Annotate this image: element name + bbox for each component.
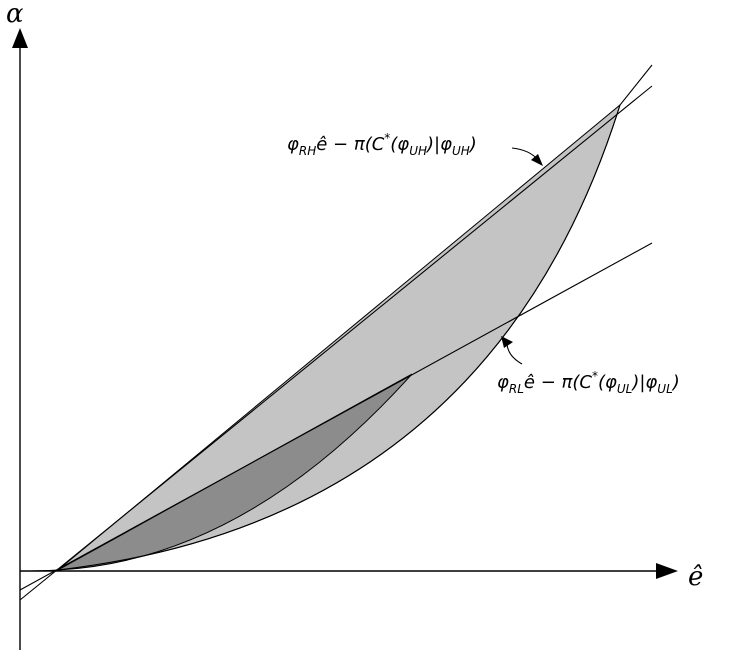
y-axis-label: α <box>6 0 24 29</box>
y-axis-arrowhead <box>12 28 28 48</box>
upper-annotation-arrowhead <box>531 154 543 166</box>
upper-annotation: φRHê − π(C*(φUH)|φUH) <box>287 131 477 158</box>
lower-line <box>19 242 653 591</box>
lower-annotation-arrow <box>506 343 523 365</box>
lower-annotation: φRLê − π(C*(φUL)|φUL) <box>497 369 680 396</box>
upper-line <box>19 85 653 601</box>
lower-annotation-arrowhead <box>501 336 513 348</box>
x-axis-label: ê <box>688 562 703 592</box>
x-axis-arrowhead <box>656 563 678 579</box>
